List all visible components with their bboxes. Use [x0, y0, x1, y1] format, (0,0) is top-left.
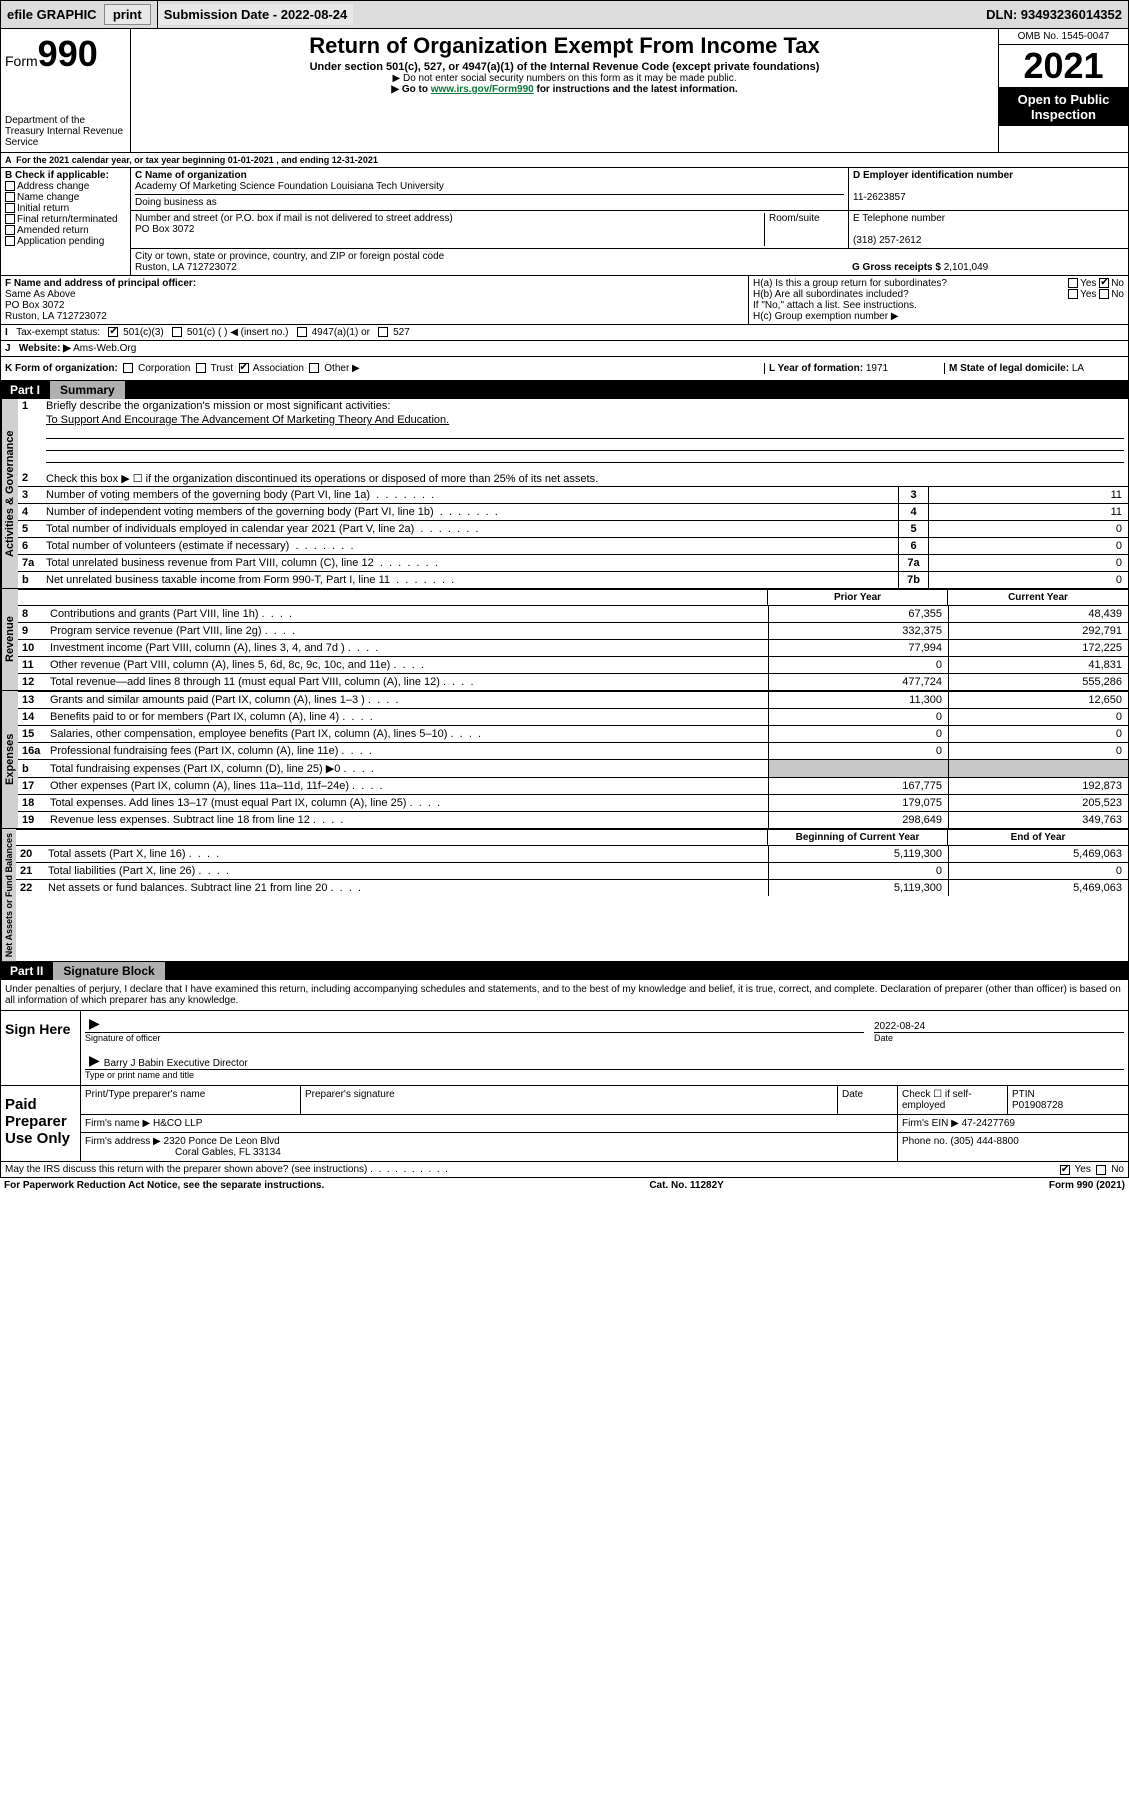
side-governance: Activities & Governance: [1, 399, 18, 588]
part1-header: Part I Summary: [0, 381, 1129, 399]
table-row: 18Total expenses. Add lines 13–17 (must …: [18, 794, 1128, 811]
col-B: B Check if applicable: Address change Na…: [1, 168, 131, 275]
form-title: Return of Organization Exempt From Incom…: [139, 33, 990, 59]
paid-preparer-label: Paid Preparer Use Only: [1, 1086, 81, 1161]
form-number: 990: [38, 33, 98, 74]
table-row: 10Investment income (Part VIII, column (…: [18, 639, 1128, 656]
table-row: bTotal fundraising expenses (Part IX, co…: [18, 759, 1128, 777]
row-KLM: K Form of organization: Corporation Trus…: [0, 357, 1129, 381]
table-row: 17Other expenses (Part IX, column (A), l…: [18, 777, 1128, 794]
table-row: 19Revenue less expenses. Subtract line 1…: [18, 811, 1128, 828]
firm-phone: (305) 444-8800: [950, 1136, 1018, 1147]
org-name: Academy Of Marketing Science Foundation …: [135, 181, 444, 192]
table-row: 16aProfessional fundraising fees (Part I…: [18, 742, 1128, 759]
tax-year: 2021: [999, 45, 1128, 88]
officer-name: Barry J Babin Executive Director: [104, 1058, 248, 1069]
chk-corp[interactable]: [123, 363, 133, 373]
ptin: P01908728: [1012, 1100, 1063, 1111]
row-A: A For the 2021 calendar year, or tax yea…: [0, 153, 1129, 168]
chk-initial-return[interactable]: [5, 203, 15, 213]
efile-label: efile GRAPHIC print: [1, 1, 158, 28]
side-revenue: Revenue: [1, 589, 18, 690]
website: Ams-Web.Org: [73, 343, 136, 354]
table-row: 14Benefits paid to or for members (Part …: [18, 708, 1128, 725]
gross-receipts: 2,101,049: [944, 262, 989, 273]
sign-here-label: Sign Here: [1, 1011, 81, 1085]
street-address: PO Box 3072: [135, 224, 194, 235]
declaration: Under penalties of perjury, I declare th…: [1, 980, 1128, 1010]
submission-date: Submission Date - 2022-08-24: [158, 4, 354, 25]
note-ssn: ▶ Do not enter social security numbers o…: [139, 73, 990, 84]
dln: DLN: 93493236014352: [980, 4, 1128, 25]
chk-address-change[interactable]: [5, 181, 15, 191]
irs-link[interactable]: www.irs.gov/Form990: [431, 84, 534, 95]
chk-app-pending[interactable]: [5, 236, 15, 246]
table-row: 8Contributions and grants (Part VIII, li…: [18, 605, 1128, 622]
chk-501c[interactable]: [172, 327, 182, 337]
signature-block: Under penalties of perjury, I declare th…: [0, 980, 1129, 1178]
table-row: 9Program service revenue (Part VIII, lin…: [18, 622, 1128, 639]
phone: (318) 257-2612: [853, 235, 921, 246]
open-public-badge: Open to Public Inspection: [999, 88, 1128, 126]
chk-hb-yes[interactable]: [1068, 289, 1078, 299]
chk-assoc[interactable]: [239, 363, 249, 373]
table-row: 11Other revenue (Part VIII, column (A), …: [18, 656, 1128, 673]
table-row: 15Salaries, other compensation, employee…: [18, 725, 1128, 742]
chk-hb-no[interactable]: [1099, 289, 1109, 299]
table-row: 13Grants and similar amounts paid (Part …: [18, 691, 1128, 708]
chk-4947[interactable]: [297, 327, 307, 337]
chk-trust[interactable]: [196, 363, 206, 373]
note-link: ▶ Go to www.irs.gov/Form990 for instruct…: [139, 84, 990, 95]
summary-row: 7aTotal unrelated business revenue from …: [18, 554, 1128, 571]
summary-row: 5Total number of individuals employed in…: [18, 520, 1128, 537]
row-J: J Website: ▶ Ams-Web.Org: [0, 341, 1129, 357]
chk-527[interactable]: [378, 327, 388, 337]
chk-final-return[interactable]: [5, 214, 15, 224]
chk-discuss-no[interactable]: [1096, 1165, 1106, 1175]
section-FH: F Name and address of principal officer:…: [0, 276, 1129, 325]
print-button[interactable]: print: [104, 4, 151, 25]
chk-amended[interactable]: [5, 225, 15, 235]
row-I: I Tax-exempt status: 501(c)(3) 501(c) ( …: [0, 325, 1129, 341]
summary-row: 4Number of independent voting members of…: [18, 503, 1128, 520]
part2-header: Part II Signature Block: [0, 962, 1129, 980]
ein: 11-2623857: [853, 192, 906, 203]
summary-row: 6Total number of volunteers (estimate if…: [18, 537, 1128, 554]
firm-address: 2320 Ponce De Leon Blvd: [164, 1136, 280, 1147]
section-BCDEFG: B Check if applicable: Address change Na…: [0, 168, 1129, 276]
firm-name: H&CO LLP: [153, 1118, 202, 1129]
chk-ha-no[interactable]: [1099, 278, 1109, 288]
table-row: 22Net assets or fund balances. Subtract …: [16, 879, 1128, 896]
chk-other[interactable]: [309, 363, 319, 373]
form-word: Form: [5, 53, 38, 69]
side-balances: Net Assets or Fund Balances: [1, 829, 16, 961]
table-row: 12Total revenue—add lines 8 through 11 (…: [18, 673, 1128, 690]
chk-501c3[interactable]: [108, 327, 118, 337]
table-row: 20Total assets (Part X, line 16) . . . .…: [16, 845, 1128, 862]
side-expenses: Expenses: [1, 691, 18, 828]
page-footer: For Paperwork Reduction Act Notice, see …: [0, 1178, 1129, 1193]
firm-ein: 47-2427769: [962, 1118, 1015, 1129]
form-header: Form990 Department of the Treasury Inter…: [0, 29, 1129, 153]
chk-discuss-yes[interactable]: [1060, 1165, 1070, 1175]
dept-treasury: Department of the Treasury Internal Reve…: [5, 115, 126, 148]
part1-content: Activities & Governance 1Briefly describ…: [0, 399, 1129, 962]
top-bar: efile GRAPHIC print Submission Date - 20…: [0, 0, 1129, 29]
form-subtitle: Under section 501(c), 527, or 4947(a)(1)…: [139, 61, 990, 73]
table-row: 21Total liabilities (Part X, line 26) . …: [16, 862, 1128, 879]
summary-row: 3Number of voting members of the governi…: [18, 486, 1128, 503]
mission: To Support And Encourage The Advancement…: [46, 414, 1124, 426]
summary-row: bNet unrelated business taxable income f…: [18, 571, 1128, 588]
chk-name-change[interactable]: [5, 192, 15, 202]
chk-ha-yes[interactable]: [1068, 278, 1078, 288]
omb-number: OMB No. 1545-0047: [999, 29, 1128, 45]
city-state-zip: Ruston, LA 712723072: [135, 262, 237, 273]
